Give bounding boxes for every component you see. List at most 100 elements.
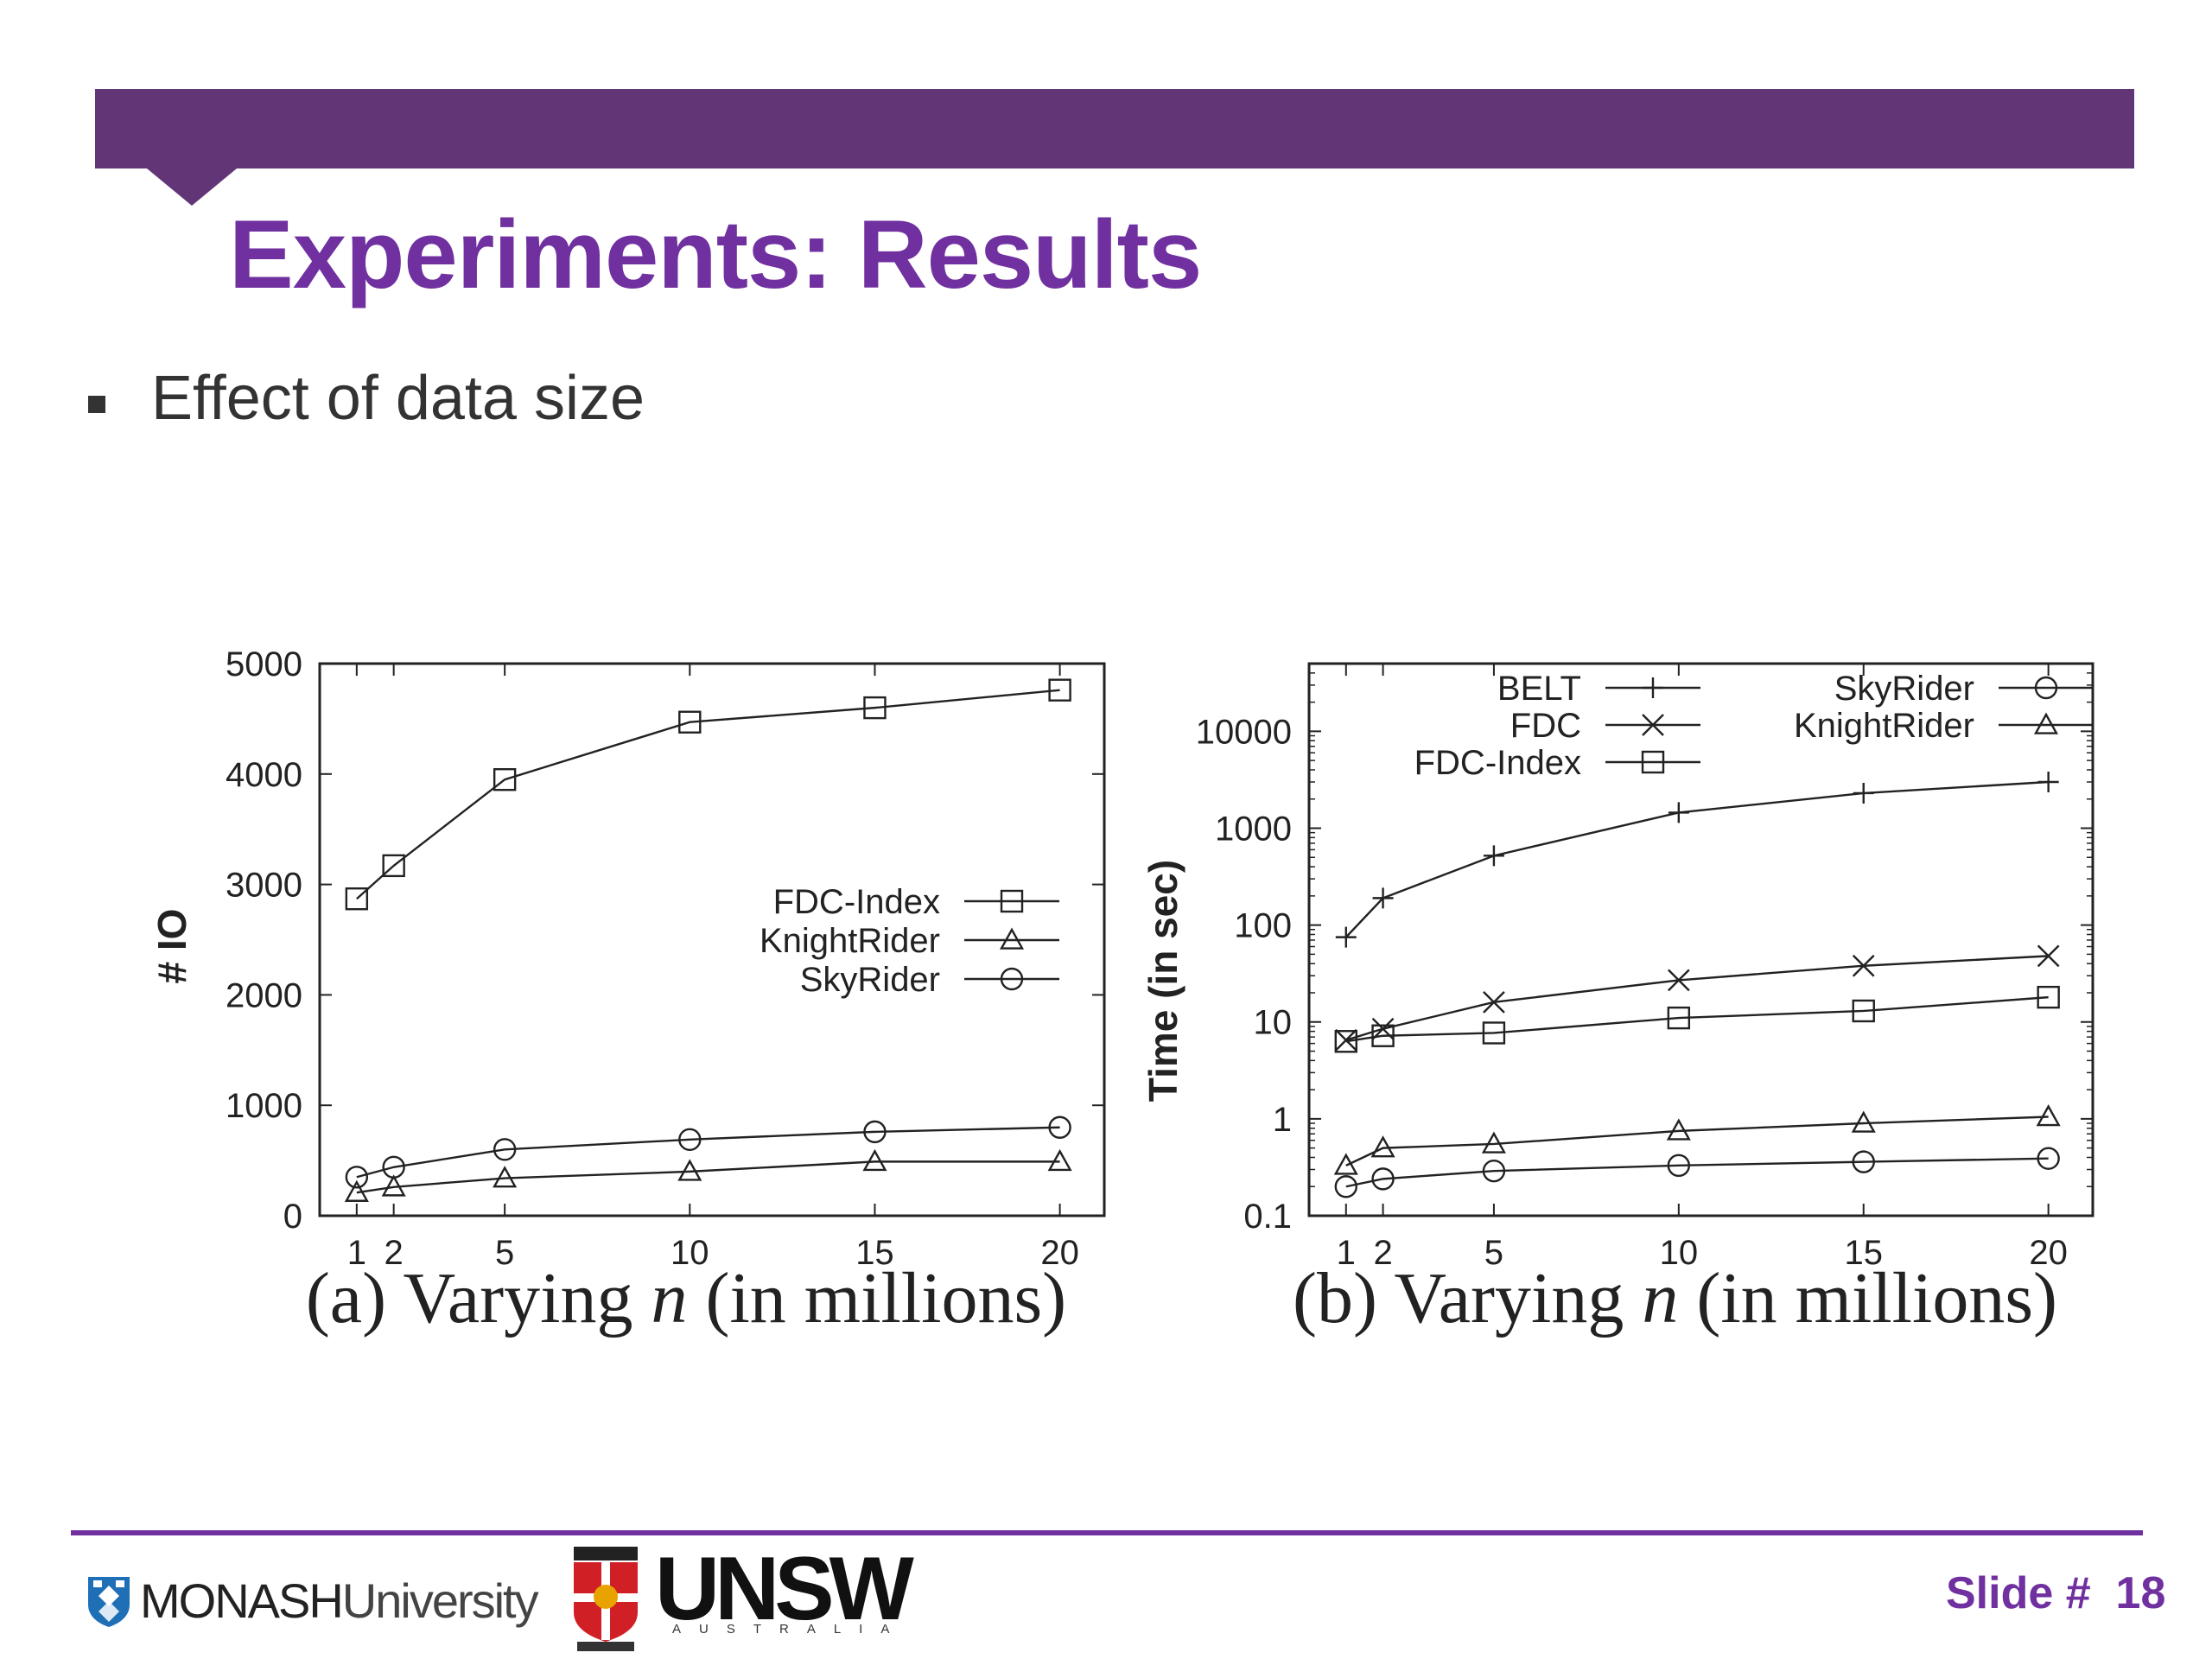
data-point (2037, 772, 2059, 792)
slide-number-label: Slide # (1946, 1568, 2091, 1618)
data-point (493, 767, 517, 791)
data-point (1852, 999, 1875, 1023)
series-line (356, 1160, 1060, 1194)
bullet-text: Effect of data size (151, 364, 645, 433)
legend-marker (999, 927, 1025, 950)
y-tick-label: 1 (1273, 1101, 1292, 1139)
data-point (1334, 1028, 1357, 1052)
chart-a: 0 1000 2000 3000 4000 5000 1 2 5 10 15 20 # IO (a) Va… (149, 645, 1106, 1338)
data-point (1483, 991, 1505, 1014)
data-point (1667, 1006, 1691, 1030)
y-tick-label: 0 (283, 1198, 302, 1236)
x-tick-label: 15 (1844, 1234, 1883, 1272)
legend-marker (1641, 750, 1665, 774)
slide-title: Experiments: Results (229, 200, 1202, 308)
data-point (2037, 944, 2060, 968)
legend-marker (2034, 676, 2058, 700)
y-tick-label: 3000 (226, 867, 302, 905)
caption-prefix: (b) Varying (1293, 1258, 1642, 1338)
x-tick-label: 2 (1373, 1234, 1392, 1272)
y-tick-label: 5000 (226, 645, 302, 683)
x-tick-label: 1 (347, 1234, 366, 1272)
data-point (1482, 1159, 1506, 1183)
unsw-subtitle: AUSTRALIA (672, 1622, 908, 1637)
y-tick-label: 1000 (226, 1087, 302, 1125)
data-point (345, 1166, 369, 1189)
plot-frame (318, 662, 1106, 1217)
data-point (2037, 1147, 2060, 1170)
x-tick-label: 2 (385, 1234, 404, 1272)
legend-marker (1000, 967, 1024, 991)
data-point (1667, 1154, 1691, 1178)
data-point (345, 887, 369, 911)
caption-prefix: (a) Varying (306, 1258, 652, 1338)
data-point (2036, 1104, 2061, 1127)
data-point (1852, 954, 1875, 977)
series-fdc (1334, 944, 2060, 1052)
legend-label: KnightRider (760, 922, 940, 960)
data-point (1334, 1175, 1357, 1198)
data-point (1852, 1150, 1875, 1173)
caption-variable: n (1642, 1258, 1696, 1338)
legend-entry: FDC-Index (773, 883, 1059, 921)
x-tick-label: 5 (1484, 1234, 1503, 1272)
caption-suffix: (in millions) (705, 1258, 1066, 1338)
y-axis-label: Time (in sec) (1141, 860, 1185, 1102)
data-point (1668, 802, 1689, 823)
data-point (1334, 1030, 1357, 1053)
y-tick-label: 10 (1254, 1004, 1293, 1042)
caption-suffix: (in millions) (1696, 1258, 2057, 1338)
data-point (1666, 1118, 1691, 1141)
series-skyrider (345, 1116, 1071, 1189)
legend-entry: SkyRider (800, 961, 1059, 999)
legend-label: FDC-Index (773, 883, 940, 921)
monash-logo: MONASHUniversity (86, 1573, 539, 1633)
unsw-crest-icon (574, 1547, 638, 1651)
series-fdc-index (1334, 985, 2060, 1053)
data-point (678, 1128, 702, 1152)
legend-marker (2033, 712, 2059, 734)
data-point (1482, 1021, 1506, 1045)
x-tick-label: 20 (1040, 1234, 1079, 1272)
data-point (862, 1148, 887, 1172)
legend-entry: SkyRider (1834, 670, 2094, 708)
x-tick-label: 10 (671, 1234, 709, 1272)
unsw-logo: UNSW AUSTRALIA (570, 1539, 914, 1657)
series-skyrider (1334, 1147, 2060, 1198)
series-line (1345, 1157, 2049, 1188)
legend-entry: FDC (1510, 707, 1700, 745)
y-axis-label: # IO (149, 909, 194, 984)
series-knightrider (1333, 1104, 2061, 1175)
slide-number-value: 18 (2115, 1568, 2166, 1618)
data-point (1371, 1024, 1395, 1047)
legend-entry: BELT (1497, 670, 1700, 708)
monash-name: MONASH (140, 1573, 344, 1628)
monash-wordmark: MONASHUniversity (140, 1573, 539, 1629)
legend-marker (1000, 889, 1024, 913)
data-point (1335, 926, 1357, 948)
unsw-wordmark: UNSW (655, 1539, 914, 1639)
legend-entry: FDC-Index (1414, 744, 1700, 782)
legend-marker (1643, 677, 1663, 698)
slide-number: Slide # 18 (1946, 1567, 2165, 1619)
x-tick-label: 10 (1660, 1234, 1699, 1272)
x-tick-label: 20 (2029, 1234, 2068, 1272)
title-bar-notch (147, 168, 237, 206)
legend-label: FDC (1510, 707, 1581, 745)
data-point (493, 1138, 517, 1161)
series-line (356, 689, 1060, 900)
data-point (863, 696, 887, 720)
series-line (1345, 1116, 2049, 1166)
legend-label: SkyRider (1834, 670, 1974, 708)
data-point (1853, 782, 1874, 804)
series-line (1345, 995, 2049, 1043)
data-point (344, 1179, 369, 1202)
legend-label: SkyRider (800, 961, 940, 999)
series-fdc-index (345, 678, 1071, 911)
data-point (1667, 969, 1690, 992)
data-point (1370, 1135, 1395, 1158)
data-point (1371, 1167, 1395, 1191)
y-tick-label: 4000 (226, 756, 302, 794)
